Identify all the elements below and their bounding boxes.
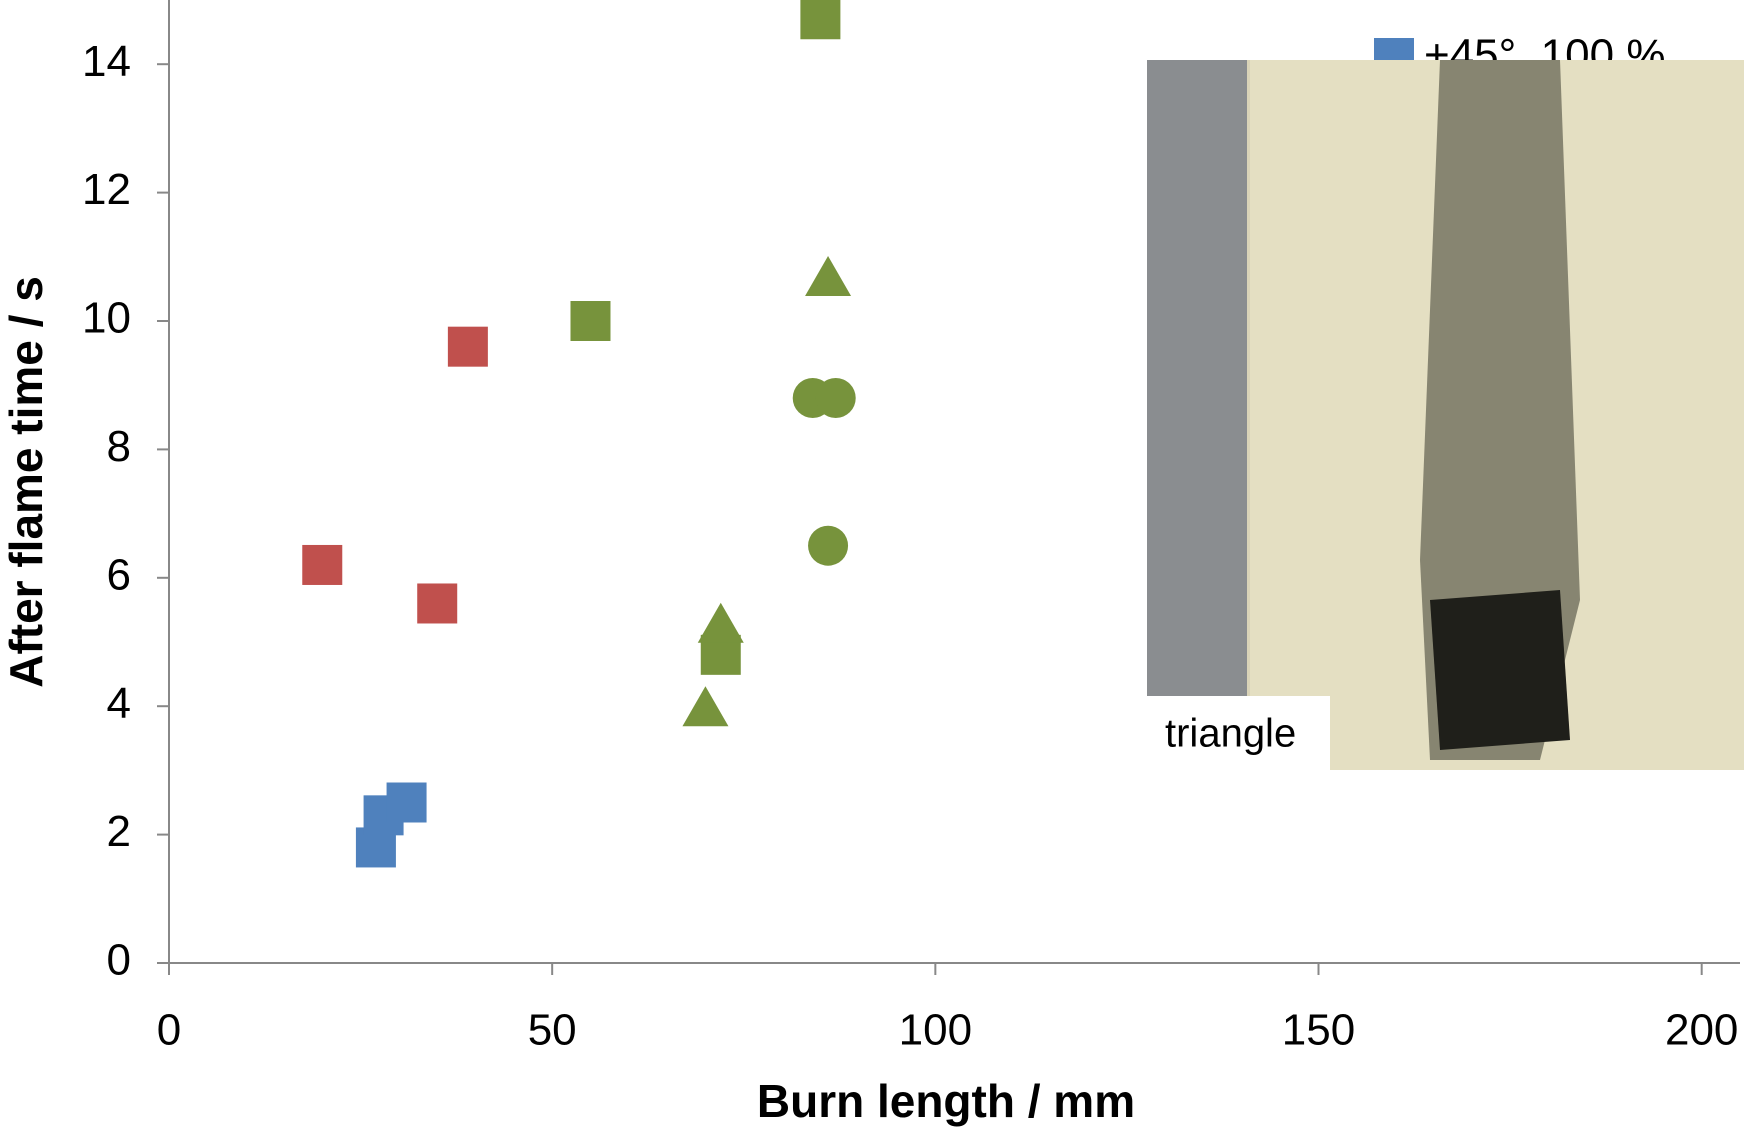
marker	[815, 378, 856, 419]
photo-inset: triangle	[1147, 60, 1744, 770]
y-tick-label: 12	[82, 165, 131, 214]
marker	[447, 326, 488, 367]
x-axis-title: Burn length / mm	[757, 1075, 1135, 1127]
marker	[570, 301, 611, 341]
x-tick-label: 50	[528, 1006, 577, 1055]
marker	[805, 256, 852, 297]
marker	[682, 686, 729, 727]
x-tick-label: 150	[1282, 1006, 1355, 1055]
y-tick-label: 10	[82, 294, 131, 343]
marker	[800, 0, 841, 40]
annotation: triangle	[1165, 712, 1296, 756]
x-tick-label: 0	[157, 1006, 181, 1055]
marker	[808, 525, 849, 566]
y-tick-label: 6	[107, 550, 131, 599]
y-tick-label: 2	[107, 807, 131, 856]
marker	[697, 602, 744, 643]
y-axis-title: After flame time / s	[0, 276, 52, 688]
x-tick-label: 100	[899, 1006, 972, 1055]
x-tick-label: 200	[1665, 1006, 1738, 1055]
ruler	[1147, 60, 1247, 696]
y-tick-label: 8	[107, 422, 131, 471]
char	[1430, 590, 1570, 750]
label-box	[1147, 696, 1330, 770]
y-tick-label: 0	[107, 936, 131, 985]
marker	[386, 782, 427, 823]
marker	[302, 544, 343, 585]
y-tick-label: 4	[107, 679, 131, 728]
plot-area: 0 2 4 6 8 10 12 14 0 50 100 150 200	[82, 0, 1740, 1055]
y-tick-label: 14	[82, 37, 131, 86]
marker	[417, 583, 458, 624]
burn-area	[1420, 60, 1580, 760]
